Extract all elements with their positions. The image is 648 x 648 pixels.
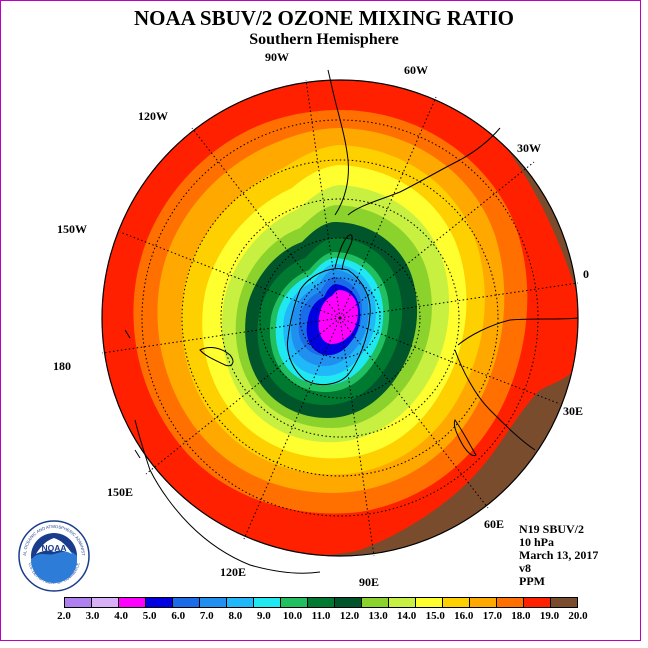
africa-coastline [454, 317, 579, 451]
colorbar-tick-label: 3.0 [85, 610, 100, 622]
australia-coastline [134, 419, 321, 574]
colorbar-tick-label: 13.0 [368, 610, 388, 622]
colorbar-tick-label: 5.0 [142, 610, 157, 622]
colorbar-swatch [281, 598, 308, 607]
madagascar-coastline [453, 418, 477, 457]
colorbar-tick-label: 11.0 [311, 610, 331, 622]
colorbar-ticks: 2.0 3.0 4.0 5.0 6.0 7.0 8.0 9.0 10.0 11.0 12.0 13.0… [57, 610, 588, 624]
info-level: 10 hPa [519, 535, 555, 549]
lon-label-30w: 30W [517, 141, 541, 155]
colorbar-tick-label: 8.0 [228, 610, 243, 622]
colorbar-tick-label: 19.0 [539, 610, 560, 622]
colorbar-tick-label: 16.0 [454, 610, 474, 622]
lon-label-120e: 120E [220, 565, 246, 579]
lon-label-90w: 90W [265, 50, 289, 64]
colorbar-swatch [551, 598, 577, 607]
colorbar-swatch [254, 598, 281, 607]
colorbar-swatch [119, 598, 146, 607]
colorbar-swatch [497, 598, 524, 607]
colorbar-swatch [524, 598, 551, 607]
noaa-logo: NATIONAL OCEANIC AND ATMOSPHERIC ADMINIS… [18, 520, 90, 592]
meridian-lines [101, 79, 579, 557]
coastlines [124, 69, 579, 574]
colorbar [64, 597, 578, 608]
map-rim [101, 79, 579, 557]
colorbar-swatch [416, 598, 443, 607]
colorbar-tick-label: 14.0 [397, 610, 417, 622]
info-date: March 13, 2017 [519, 548, 599, 562]
colorbar-swatch [335, 598, 362, 607]
colorbar-tick-label: 12.0 [339, 610, 360, 622]
lon-label-60e: 60E [484, 517, 504, 531]
logo-noaa-text: NOAA [41, 543, 66, 553]
band-3-4 [318, 290, 358, 344]
colorbar-swatch [227, 598, 254, 607]
colorbar-swatch [92, 598, 119, 607]
colorbar-swatch [173, 598, 200, 607]
colorbar-tick-label: 4.0 [114, 610, 128, 622]
colorbar-tick-label: 20.0 [568, 610, 588, 622]
lon-label-120w: 120W [138, 109, 168, 123]
lon-label-0: 0 [583, 267, 589, 281]
colorbar-swatch [443, 598, 470, 607]
colorbar-swatch [389, 598, 416, 607]
lon-label-90e: 90E [359, 575, 379, 589]
colorbar-tick-label: 15.0 [425, 610, 445, 622]
colorbar-swatch [200, 598, 227, 607]
longitude-labels: 0 30E 60E 90E 120E 150E 180 150W 120W 90… [53, 50, 589, 589]
colorbar-tick-label: 6.0 [171, 610, 186, 622]
colorbar-swatch [65, 598, 92, 607]
colorbar-swatch [308, 598, 335, 607]
colorbar-tick-label: 2.0 [57, 610, 71, 622]
page-subtitle: Southern Hemisphere [249, 31, 399, 48]
lon-label-150w: 150W [57, 222, 87, 236]
colorbar-swatch [146, 598, 173, 607]
lon-label-30e: 30E [563, 404, 583, 418]
page-title: NOAA SBUV/2 OZONE MIXING RATIO [134, 6, 514, 30]
colorbar-tick-label: 9.0 [257, 610, 271, 622]
info-satellite: N19 SBUV/2 [519, 522, 585, 536]
south-america-coastline [327, 69, 501, 216]
info-units: PPM [519, 574, 545, 588]
colorbar-tick-label: 7.0 [199, 610, 214, 622]
colorbar-tick-label: 17.0 [482, 610, 502, 622]
colorbar-tick-label: 10.0 [282, 610, 303, 622]
info-block: N19 SBUV/2 10 hPa March 13, 2017 v8 PPM [519, 523, 598, 588]
colorbar-swatch [470, 598, 497, 607]
antarctic-peninsula-coastline [334, 234, 353, 271]
lon-label-180: 180 [53, 359, 71, 373]
lon-label-150e: 150E [107, 485, 133, 499]
colorbar-swatch [362, 598, 389, 607]
new-zealand-coastline [199, 347, 234, 367]
colorbar-tick-label: 18.0 [511, 610, 531, 622]
info-version: v8 [519, 561, 531, 575]
antarctica-coastline [286, 268, 371, 386]
lon-label-60w: 60W [404, 63, 428, 77]
